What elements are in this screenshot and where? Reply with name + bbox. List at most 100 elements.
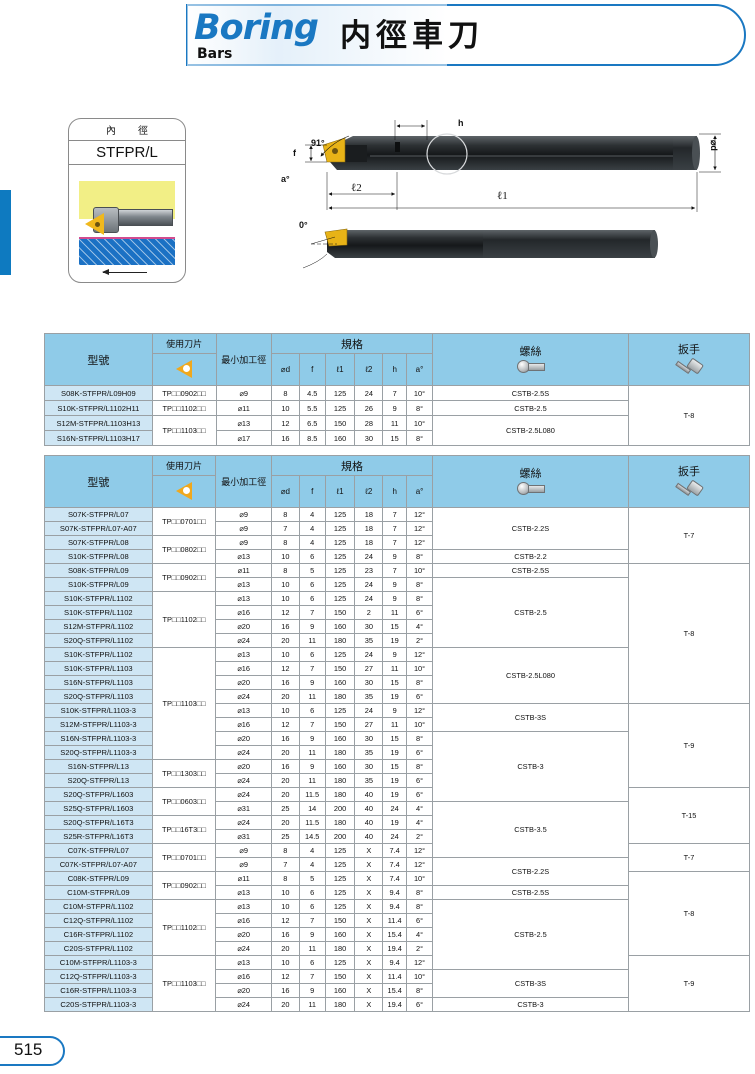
cell-l2: X	[354, 913, 384, 928]
cell-screw: CSTB-2.5	[431, 899, 630, 970]
cell-l1: 180	[324, 787, 356, 802]
cell-d: 12	[270, 969, 300, 984]
cell-d: 16	[270, 983, 300, 998]
cell-f: 9	[298, 731, 326, 746]
table-row: S12M-STFPR/L1103H13 TP□□1103□□ ⌀13 12 6.5 150…	[44, 415, 750, 446]
cell-f: 5.5	[298, 400, 326, 416]
cell-d: 10	[270, 647, 300, 662]
cell-f: 11	[298, 941, 326, 956]
cell-l2: 40	[354, 801, 384, 816]
cell-a: 8°	[406, 759, 433, 774]
insert-triangle-icon	[176, 481, 193, 500]
cell-l2: 30	[354, 619, 384, 634]
cell-f: 7	[298, 969, 326, 984]
cell-h: 24	[382, 829, 408, 844]
table-row: S08K-STFPR/L09H09 TP□□0902□□ ⌀9 8 4.5 125 24 7 1…	[44, 385, 750, 446]
cell-d: 10	[270, 577, 300, 592]
cell-model: S07K-STFPR/L07	[44, 507, 153, 522]
cell-f: 6	[298, 591, 326, 606]
cell-l1: 180	[324, 633, 356, 648]
cell-f: 7	[298, 913, 326, 928]
cell-min-bore: ⌀20	[215, 675, 272, 690]
table-row: C16R-STFPR/L1102 ⌀20 16 9 160 X 15.4 4°	[44, 927, 750, 942]
cell-min-bore: ⌀9	[215, 843, 272, 858]
dim-label-angle0: 0°	[299, 220, 308, 230]
product-illustration	[69, 165, 185, 281]
cell-l1: 160	[324, 619, 356, 634]
cell-d: 12	[270, 717, 300, 732]
cell-min-bore: ⌀20	[215, 619, 272, 634]
cell-l1: 150	[324, 913, 356, 928]
cell-h: 19.4	[382, 997, 408, 1012]
cell-screw: CSTB-2.2S	[431, 507, 630, 550]
dim-label-f: f	[293, 148, 296, 158]
cell-l1: 125	[324, 703, 356, 718]
cell-model: S16N-STFPR/L1103	[44, 675, 153, 690]
cell-model: S20Q-STFPR/L13	[44, 773, 153, 788]
cell-l2: 18	[354, 521, 384, 536]
cell-f: 7	[298, 717, 326, 732]
cell-a: 8°	[406, 983, 433, 998]
cell-d: 10	[270, 885, 300, 900]
workpiece-lower	[79, 237, 175, 265]
col-spec: 規格	[270, 455, 433, 476]
cell-min-bore: ⌀13	[215, 549, 272, 564]
cell-l2: 27	[354, 661, 384, 676]
cell-min-bore: ⌀16	[215, 913, 272, 928]
cell-h: 19	[382, 689, 408, 704]
cell-insert: TP□□1303□□	[151, 759, 217, 788]
cell-f: 9	[298, 619, 326, 634]
cell-min-bore: ⌀13	[215, 955, 272, 970]
cell-a: 8°	[406, 885, 433, 900]
table-row: S07K-STFPR/L08 TP□□0802□□ ⌀9 8 4 125 18 7 12°	[44, 535, 750, 564]
cell-min-bore: ⌀24	[215, 689, 272, 704]
cell-h: 11.4	[382, 969, 408, 984]
cell-a: 8°	[406, 400, 433, 416]
cell-l2: 26	[354, 400, 384, 416]
cell-l1: 150	[324, 605, 356, 620]
cell-f: 6	[298, 899, 326, 914]
cell-l1: 125	[324, 899, 356, 914]
cell-model: C12Q-STFPR/L1103-3	[44, 969, 153, 984]
cell-d: 10	[270, 703, 300, 718]
table-row: S20Q-STFPR/L16T3 TP□□16T3□□ ⌀24 20 11.5 180 40…	[44, 815, 750, 844]
feed-direction-arrow-icon	[102, 269, 147, 275]
cell-min-bore: ⌀24	[215, 773, 272, 788]
cell-f: 4.5	[298, 385, 326, 401]
table-2-header: 型號 使用刀片 最小加工徑 規格 螺絲 扳手 ⌀d f ℓ1 ℓ2 h a°	[44, 455, 750, 508]
cell-model: S20Q-STFPR/L1102	[44, 633, 153, 648]
cell-a: 8°	[406, 577, 433, 592]
cell-wrench: T-8	[628, 871, 750, 956]
cell-h: 19	[382, 815, 408, 830]
cell-insert: TP□□0902□□	[151, 563, 217, 592]
cell-f: 14	[298, 801, 326, 816]
cell-model: S12M-STFPR/L1103-3	[44, 717, 153, 732]
table-1-body: S08K-STFPR/L09H09 TP□□0902□□ ⌀9 8 4.5 125 24 7 1…	[44, 385, 750, 446]
cell-model: C20S-STFPR/L1103-3	[44, 997, 153, 1012]
cell-a: 6°	[406, 773, 433, 788]
cell-screw: CSTB-3.5	[431, 801, 630, 858]
cell-insert: TP□□1103□□	[151, 415, 217, 446]
cell-f: 4	[298, 535, 326, 550]
insert-icon-cell	[151, 353, 217, 386]
cell-insert: TP□□16T3□□	[151, 815, 217, 844]
cell-d: 20	[270, 787, 300, 802]
table-row: C12Q-STFPR/L1103-3 ⌀16 12 7 150 X 11.4 10° CSTB-…	[44, 969, 750, 998]
cell-min-bore: ⌀13	[215, 885, 272, 900]
cell-a: 6°	[406, 787, 433, 802]
dim-label-diameter-d: ⌀d	[709, 140, 719, 151]
cell-f: 4	[298, 857, 326, 872]
cell-screw: CSTB-3S	[431, 703, 630, 732]
table-row: C10M-STFPR/L1103-3 TP□□1103□□ ⌀13 10 6 125 X 9.…	[44, 955, 750, 1012]
cell-l2: X	[354, 955, 384, 970]
cell-wrench: T-9	[628, 703, 750, 788]
cell-min-bore: ⌀16	[215, 969, 272, 984]
cell-a: 6°	[406, 913, 433, 928]
cell-model: S07K-STFPR/L07-A07	[44, 521, 153, 536]
cell-a: 6°	[406, 605, 433, 620]
cell-l1: 160	[324, 430, 356, 446]
cell-l1: 180	[324, 815, 356, 830]
cell-model: S10K-STFPR/L09	[44, 577, 153, 592]
cell-h: 7	[382, 521, 408, 536]
cell-l2: 30	[354, 731, 384, 746]
